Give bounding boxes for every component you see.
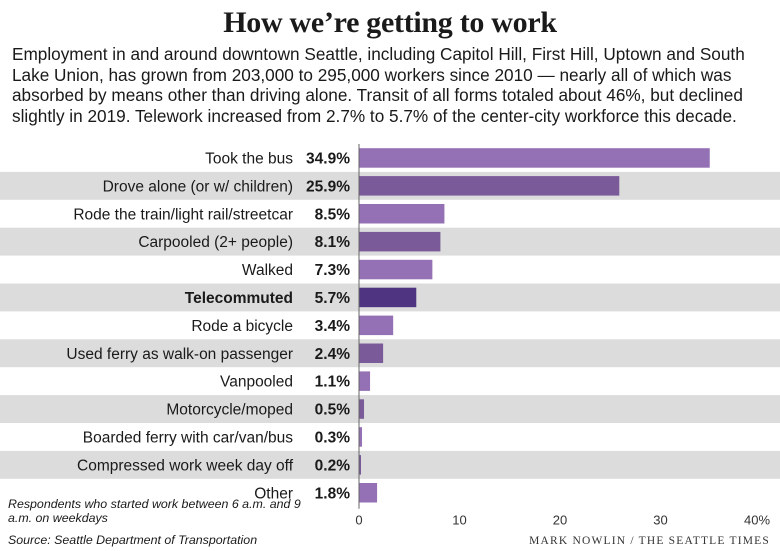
source-note: Source: Seattle Department of Transporta… bbox=[8, 533, 258, 547]
value-label-5: 5.7% bbox=[315, 290, 351, 307]
bar-11 bbox=[359, 455, 362, 475]
bar-12 bbox=[359, 483, 378, 503]
x-tick-label-0: 0 bbox=[355, 513, 362, 528]
value-label-3: 8.1% bbox=[315, 234, 351, 251]
bar-4 bbox=[359, 259, 433, 280]
category-label-4: Walked bbox=[242, 262, 293, 279]
bar-10 bbox=[359, 427, 363, 447]
bar-0 bbox=[359, 148, 710, 168]
x-tick-label-1: 10 bbox=[452, 513, 466, 528]
value-label-6: 3.4% bbox=[315, 318, 351, 335]
bar-9 bbox=[359, 399, 365, 419]
x-tick-label-2: 20 bbox=[553, 513, 567, 528]
row-band bbox=[0, 339, 780, 368]
label-group: 34.9% Took the bus 25.9% Drove alone (or w/… bbox=[66, 150, 350, 502]
category-label-12: Other bbox=[254, 485, 293, 502]
category-label-8: Vanpooled bbox=[220, 374, 293, 391]
x-tick-label-4: 40% bbox=[744, 513, 770, 528]
bar-7 bbox=[359, 343, 384, 363]
row-band bbox=[0, 450, 780, 479]
chart-title: How we’re getting to work bbox=[223, 6, 557, 39]
value-label-7: 2.4% bbox=[315, 346, 351, 363]
category-label-2: Rode the train/light rail/streetcar bbox=[73, 206, 293, 223]
value-label-4: 7.3% bbox=[315, 262, 351, 279]
category-label-10: Boarded ferry with car/van/bus bbox=[83, 429, 293, 446]
x-tick-label-3: 30 bbox=[653, 513, 667, 528]
value-label-8: 1.1% bbox=[315, 374, 351, 391]
bar-1 bbox=[359, 176, 620, 196]
bar-2 bbox=[359, 204, 445, 224]
value-label-1: 25.9% bbox=[306, 178, 350, 195]
category-label-1: Drove alone (or w/ children) bbox=[103, 178, 293, 195]
credit-line: MARK NOWLIN / THE SEATTLE TIMES bbox=[529, 535, 770, 547]
bar-5 bbox=[359, 287, 417, 308]
row-band bbox=[0, 395, 780, 423]
value-label-0: 34.9% bbox=[306, 150, 350, 167]
category-label-0: Took the bus bbox=[205, 150, 293, 167]
category-label-7: Used ferry as walk-on passenger bbox=[66, 346, 293, 363]
bar-8 bbox=[359, 371, 371, 391]
category-label-11: Compressed work week day off bbox=[77, 457, 294, 474]
x-axis: 0 10 20 30 40% bbox=[355, 144, 770, 528]
value-label-10: 0.3% bbox=[315, 429, 351, 446]
category-label-6: Rode a bicycle bbox=[191, 318, 293, 335]
value-label-2: 8.5% bbox=[315, 206, 351, 223]
bar-3 bbox=[359, 231, 441, 252]
value-label-12: 1.8% bbox=[315, 485, 351, 502]
value-label-9: 0.5% bbox=[315, 402, 351, 419]
category-label-9: Motorcycle/moped bbox=[166, 402, 293, 419]
bar-group bbox=[359, 148, 710, 503]
chart-subtitle: Employment in and around downtown Seattl… bbox=[12, 44, 745, 126]
value-label-11: 0.2% bbox=[315, 457, 351, 474]
category-label-3: Carpooled (2+ people) bbox=[138, 234, 293, 251]
category-label-5: Telecommuted bbox=[185, 290, 293, 307]
bar-6 bbox=[359, 315, 394, 336]
survey-note: Respondents who started work between 6 a… bbox=[8, 497, 301, 525]
